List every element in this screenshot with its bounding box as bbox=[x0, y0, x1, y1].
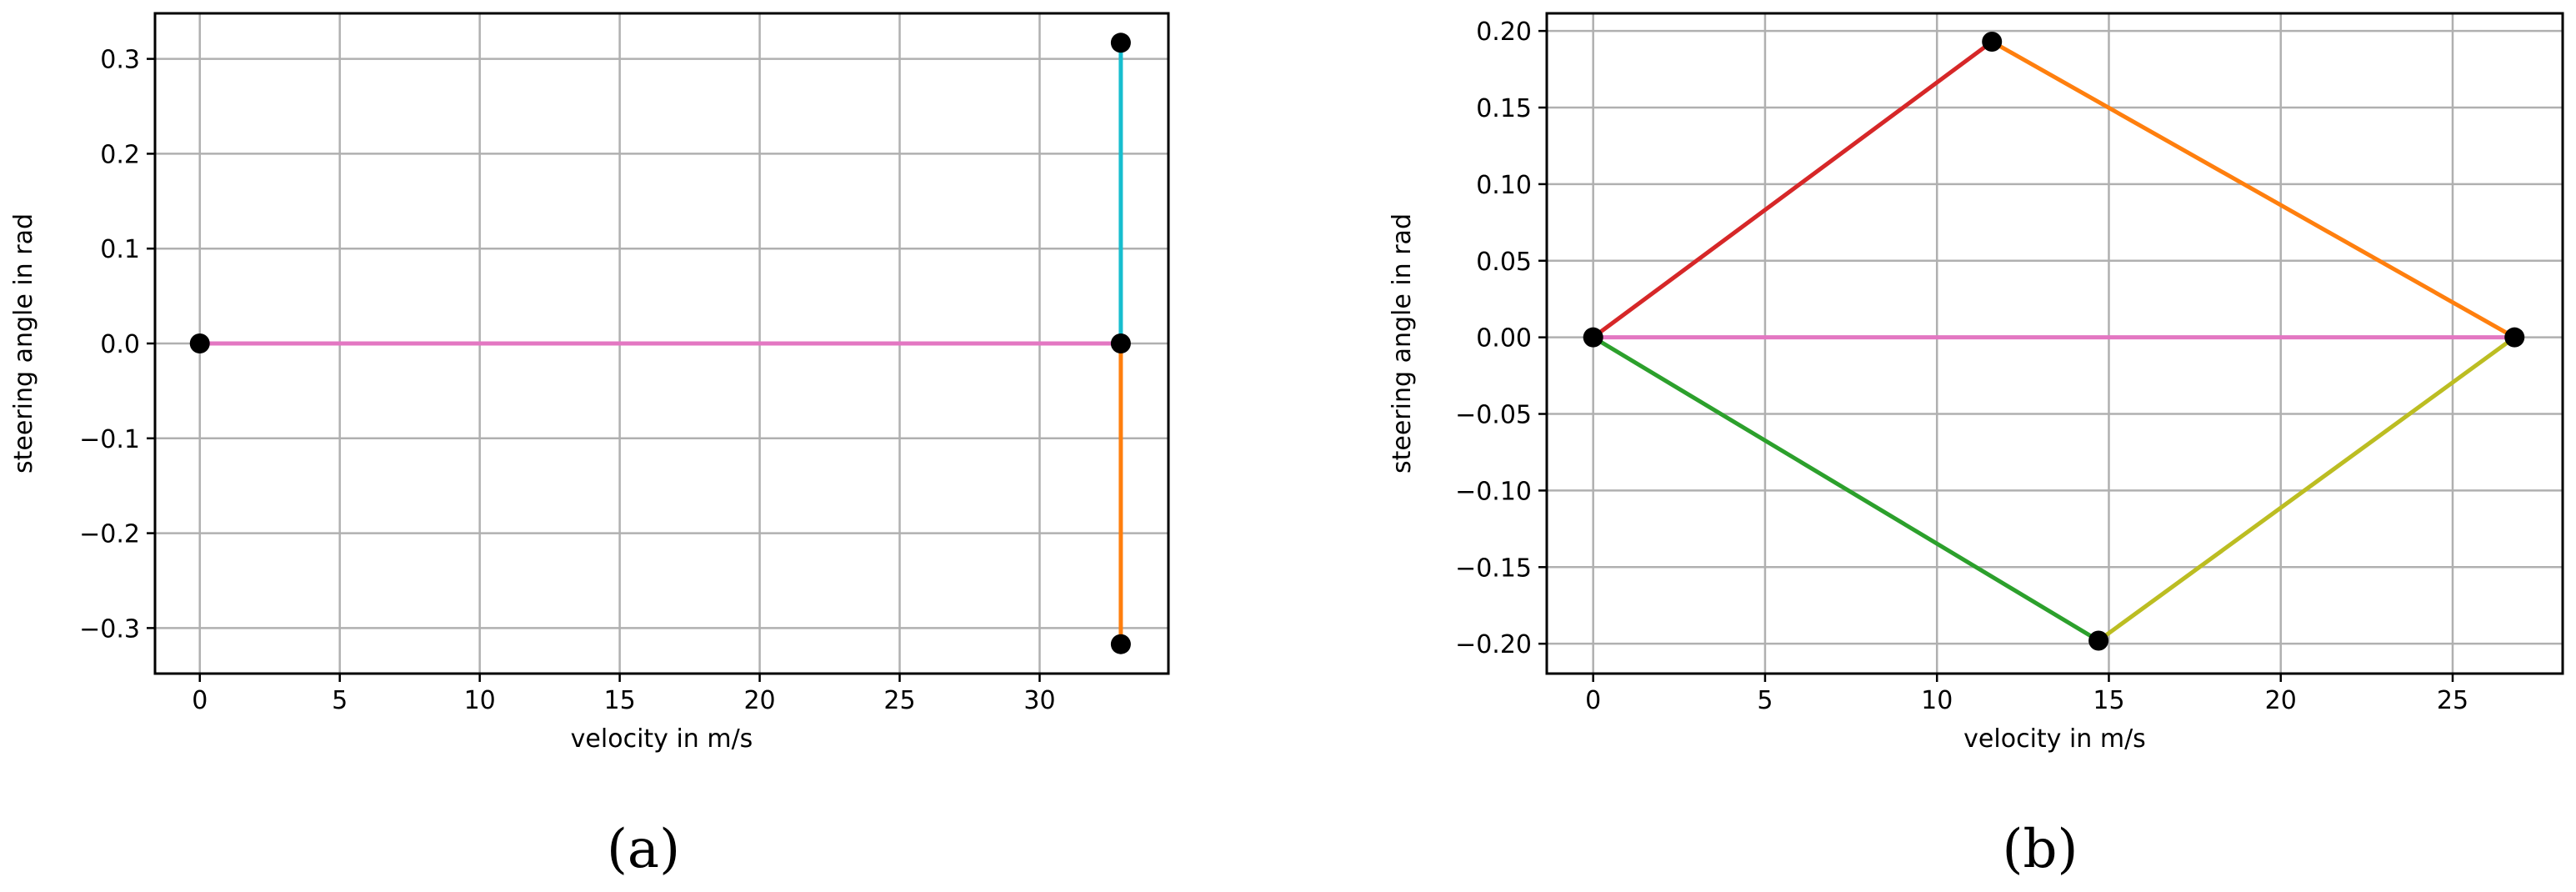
x-tick-label-1: 5 bbox=[332, 686, 348, 715]
data-point-3 bbox=[1110, 634, 1131, 654]
chart-a: 0 5 10 15 20 25 30 −0.3 −0.2 −0.1 0.0 0.1 0.2 0.3 velo… bbox=[9, 12, 1170, 754]
series-line-3 bbox=[2097, 335, 2516, 643]
x-tick-label-5: 25 bbox=[883, 686, 915, 715]
y-tick-label-3: 0.0 bbox=[100, 330, 140, 359]
y-tick-label-0: −0.20 bbox=[1455, 630, 1532, 659]
x-tick-label-4: 20 bbox=[2265, 686, 2297, 715]
x-tick-label-5: 25 bbox=[2437, 686, 2468, 715]
data-point-2 bbox=[1110, 333, 1131, 353]
data-point-1 bbox=[1110, 33, 1131, 53]
y-tick-label-6: 0.10 bbox=[1476, 171, 1532, 200]
y-tick-label-7: 0.15 bbox=[1476, 94, 1532, 123]
data-point-0 bbox=[1583, 327, 1603, 348]
y-tick-label-3: −0.05 bbox=[1455, 401, 1532, 430]
plot-frame bbox=[1545, 12, 2564, 675]
x-tick-label-3: 15 bbox=[604, 686, 636, 715]
y-tick-label-1: −0.15 bbox=[1455, 554, 1532, 583]
x-axis-label: velocity in m/s bbox=[571, 724, 753, 754]
x-tick-label-1: 5 bbox=[1757, 686, 1773, 715]
panel-label-a: (a) bbox=[607, 819, 680, 880]
data-point-0 bbox=[189, 333, 210, 353]
y-axis-label: steering angle in rad bbox=[1388, 213, 1417, 474]
x-tick-label-2: 10 bbox=[464, 686, 496, 715]
y-tick-label-1: −0.2 bbox=[79, 520, 140, 549]
y-tick-label-4: 0.1 bbox=[100, 235, 140, 264]
y-tick-label-2: −0.1 bbox=[79, 425, 140, 454]
series-line-1 bbox=[1990, 39, 2516, 339]
y-tick-label-5: 0.05 bbox=[1476, 248, 1532, 277]
x-tick-label-6: 30 bbox=[1023, 686, 1055, 715]
y-tick-label-8: 0.20 bbox=[1476, 18, 1532, 47]
y-tick-label-0: −0.3 bbox=[79, 614, 140, 644]
series-line-0 bbox=[1592, 39, 1993, 339]
y-tick-label-6: 0.3 bbox=[100, 46, 140, 75]
x-tick-label-4: 20 bbox=[743, 686, 775, 715]
data-point-1 bbox=[1982, 31, 2003, 52]
x-tick-label-3: 15 bbox=[2093, 686, 2124, 715]
panel-label-b: (b) bbox=[2003, 819, 2078, 880]
chart-b: 0 5 10 15 20 25 −0.20 −0.15 −0.10 −0.05 0.00 0.05 0.… bbox=[1388, 12, 2564, 754]
y-axis-label: steering angle in rad bbox=[9, 213, 38, 474]
series-line-2 bbox=[1592, 335, 2100, 643]
x-tick-label-2: 10 bbox=[1921, 686, 1953, 715]
data-point-3 bbox=[2088, 630, 2109, 651]
data-point-2 bbox=[2504, 327, 2525, 348]
x-tick-label-0: 0 bbox=[1585, 686, 1601, 715]
x-axis-label: velocity in m/s bbox=[1963, 724, 2146, 754]
y-tick-label-5: 0.2 bbox=[100, 140, 140, 169]
y-tick-label-2: −0.10 bbox=[1455, 477, 1532, 506]
y-tick-label-4: 0.00 bbox=[1476, 324, 1532, 353]
x-tick-label-0: 0 bbox=[192, 686, 208, 715]
